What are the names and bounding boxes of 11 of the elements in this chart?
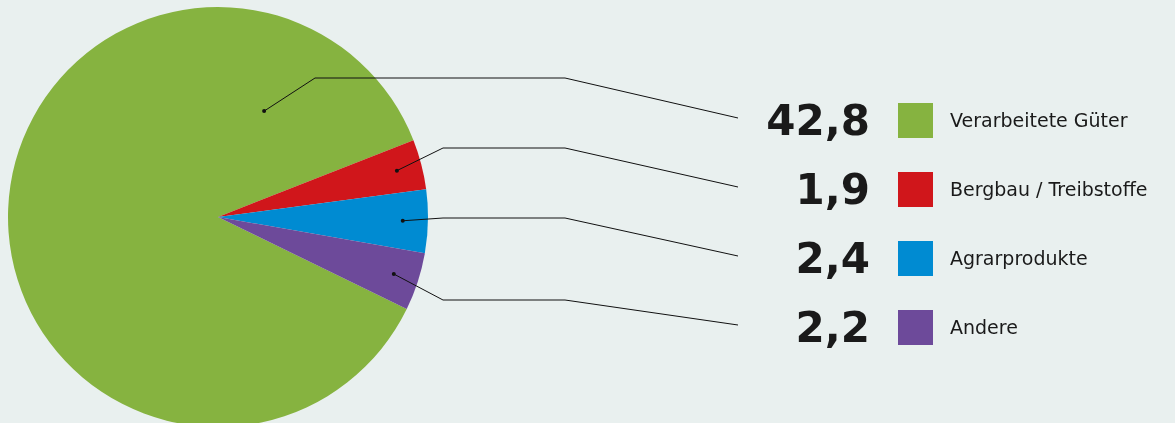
data-label: 2,2 bbox=[795, 303, 870, 352]
legend-label: Agrarprodukte bbox=[950, 247, 1088, 269]
legend-label: Andere bbox=[950, 316, 1018, 338]
pie-slice bbox=[218, 189, 428, 254]
legend-label: Bergbau / Treibstoffe bbox=[950, 178, 1148, 200]
legend-label: Verarbeitete Güter bbox=[950, 109, 1128, 131]
pie-slice bbox=[218, 217, 425, 310]
data-label: 42,8 bbox=[766, 96, 870, 145]
pie-slice bbox=[218, 140, 427, 217]
data-label: 1,9 bbox=[795, 165, 870, 214]
data-label: 2,4 bbox=[795, 234, 870, 283]
